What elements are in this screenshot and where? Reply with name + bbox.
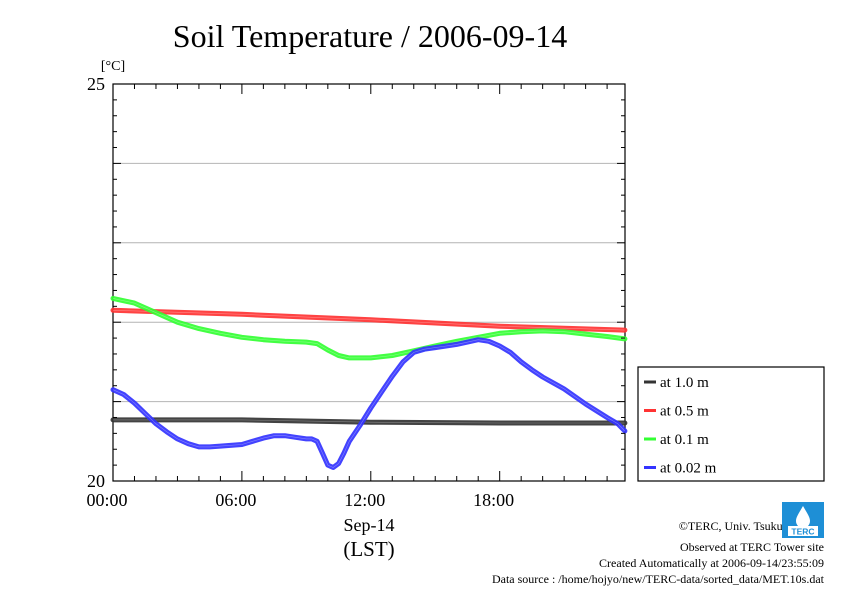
y-tick-label: 20 <box>87 471 105 491</box>
legend: at 1.0 m at 0.5 m at 0.1 m at 0.02 m <box>637 366 825 482</box>
x-tick-label: 06:00 <box>215 490 256 510</box>
observed-site-text: Observed at TERC Tower site <box>679 540 824 554</box>
legend-label-3: at 0.02 m <box>660 461 717 477</box>
series-line-highlight-1 <box>112 310 625 331</box>
terc-logo-text: TERC <box>791 527 814 537</box>
series-line-2 <box>110 295 628 361</box>
series-line-highlight-0 <box>113 419 625 424</box>
x-axis-label: (LST) <box>343 537 394 561</box>
legend-label-1: at 0.5 m <box>660 404 709 420</box>
terc-logo-icon: TERC <box>782 502 824 538</box>
legend-box <box>637 366 825 482</box>
legend-label-0: at 1.0 m <box>660 375 709 391</box>
x-axis-date-label: Sep-14 <box>344 515 395 535</box>
x-tick-label: 18:00 <box>473 490 514 510</box>
y-tick-label: 25 <box>87 74 105 94</box>
series-line-highlight-3 <box>112 339 626 468</box>
series-line-3 <box>110 337 628 470</box>
grid-lines <box>113 162 625 403</box>
plot-border <box>112 83 626 482</box>
series-line-1 <box>110 307 628 333</box>
chart-title: Soil Temperature / 2006-09-14 <box>173 18 567 54</box>
series-line-0 <box>110 417 628 426</box>
x-tick-label: 12:00 <box>344 490 385 510</box>
y-axis-unit: [°C] <box>101 59 125 74</box>
copyright-text: ©TERC, Univ. Tsukuba <box>678 519 794 533</box>
legend-label-2: at 0.1 m <box>660 432 709 448</box>
created-timestamp-text: Created Automatically at 2006-09-14/23:5… <box>599 556 824 570</box>
data-source-text: Data source : /home/hojyo/new/TERC-data/… <box>491 572 824 586</box>
series-layer <box>110 295 628 470</box>
series-line-highlight-2 <box>112 298 625 359</box>
plot-frame <box>112 83 626 482</box>
x-tick-label: 00:00 <box>86 490 127 510</box>
